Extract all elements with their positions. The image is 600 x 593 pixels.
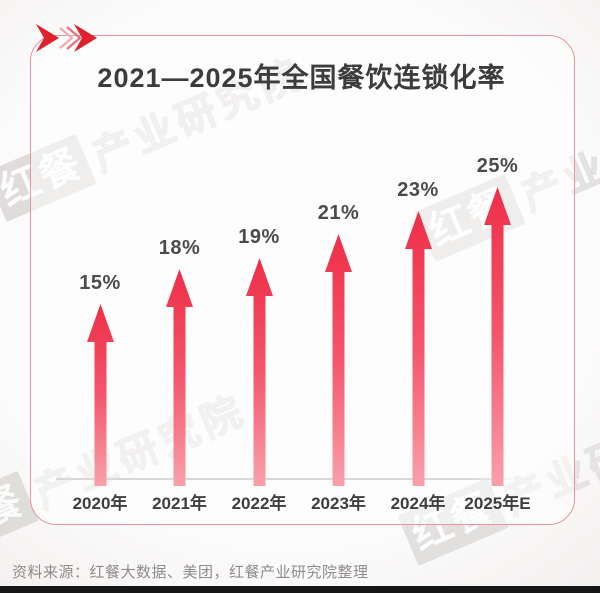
- bar-value-label-2020年: 15%: [79, 272, 121, 294]
- chevron-decoration-icon: [36, 24, 97, 52]
- arrow-bar-2025年E: [484, 187, 511, 486]
- bar-value-label-2022年: 19%: [238, 226, 280, 248]
- bar-value-label-2021年: 18%: [158, 237, 201, 259]
- bar-value-label-2023年: 21%: [317, 202, 360, 224]
- chart-title: 2021—2025年全国餐饮连锁化率: [97, 63, 506, 93]
- arrow-bar-2024年: [404, 211, 432, 486]
- arrow-bar-2020年: [86, 304, 114, 486]
- x-axis-line: [56, 478, 518, 480]
- arrow-bar-2022年: [245, 258, 273, 486]
- source-note: 资料来源：红餐大数据、美团，红餐产业研究院整理: [12, 564, 369, 581]
- bottom-video-bar: [0, 586, 600, 593]
- bar-value-label-2025年E: 25%: [476, 155, 519, 177]
- chart-card: [30, 35, 575, 525]
- arrow-bar-2023年: [325, 234, 352, 486]
- arrow-bar-2021年: [166, 269, 193, 486]
- bar-value-label-2024年: 23%: [397, 179, 439, 201]
